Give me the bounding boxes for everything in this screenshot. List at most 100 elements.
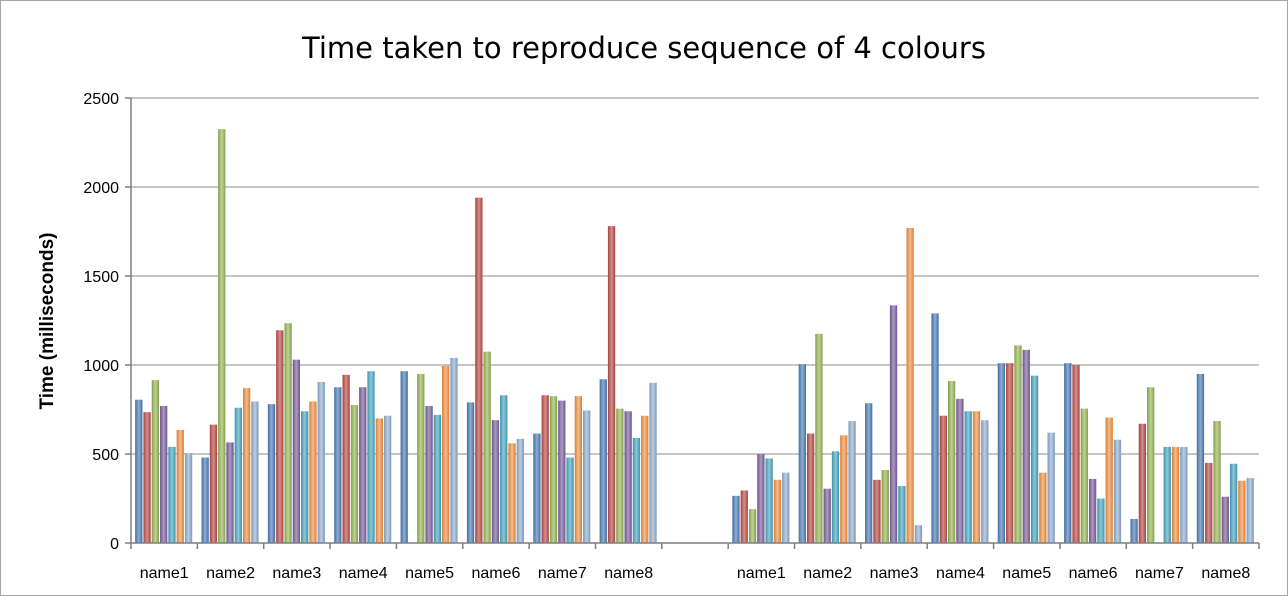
y-tick-label: 1000	[83, 358, 119, 375]
bar-g1-name2-s5	[234, 407, 242, 543]
bar-g1-name6-s6	[508, 443, 516, 543]
x-category-label: name8	[1201, 565, 1250, 582]
bar-g1-name4-s6	[375, 418, 383, 543]
bar-g2-name4-s5	[964, 411, 972, 543]
bar-g2-name8-s1	[1196, 373, 1205, 543]
bar-g2-name4-s3	[947, 381, 956, 543]
bar-g2-name4-s4	[956, 398, 964, 543]
bar-g2-name5-s3	[1014, 345, 1022, 543]
bar-g1-name1-s4	[160, 405, 168, 543]
x-category-label: name1	[737, 565, 786, 582]
bar-g1-name7-s3	[549, 396, 558, 543]
bar-g1-name3-s6	[309, 401, 317, 543]
bar-g1-name8-s3	[616, 408, 624, 543]
chart-title: Time taken to reproduce sequence of 4 co…	[301, 31, 986, 65]
bar-g2-name8-s5	[1229, 463, 1238, 543]
bar-g2-name2-s7	[848, 421, 856, 543]
bar-g1-name3-s5	[301, 411, 309, 543]
bar-g1-name1-s2	[143, 412, 151, 543]
bar-g2-name3-s4	[889, 305, 898, 543]
bar-g1-name2-s1	[201, 457, 209, 543]
bar-g2-name7-s7	[1180, 446, 1188, 543]
bar-g2-name3-s2	[873, 479, 881, 543]
bar-g1-name4-s5	[367, 371, 375, 543]
bar-g2-name2-s3	[815, 333, 823, 543]
bar-g2-name8-s6	[1238, 480, 1246, 543]
y-tick-label: 1500	[83, 269, 119, 286]
bar-g1-name5-s6	[442, 365, 450, 543]
bar-g2-name1-s1	[732, 495, 740, 543]
x-category-label: name3	[870, 565, 919, 582]
bar-g1-name7-s2	[541, 395, 549, 543]
bar-g2-name5-s6	[1039, 472, 1047, 543]
x-category-label: name2	[803, 565, 852, 582]
bar-g1-name5-s4	[425, 405, 433, 543]
bar-g1-name5-s5	[433, 414, 442, 543]
x-category-label: name5	[405, 565, 454, 582]
bar-g2-name6-s1	[1064, 363, 1072, 543]
y-tick-label: 2000	[83, 180, 119, 197]
bar-g1-name6-s1	[466, 402, 475, 543]
bar-g2-name8-s7	[1246, 478, 1254, 543]
bar-g2-name2-s5	[831, 451, 840, 543]
bar-g1-name4-s2	[342, 374, 350, 543]
bar-g2-name7-s3	[1147, 387, 1155, 543]
x-category-label: name8	[604, 565, 653, 582]
bar-g2-name7-s5	[1163, 446, 1171, 543]
bar-g2-name6-s7	[1113, 439, 1122, 543]
bar-series	[135, 129, 1254, 543]
bar-g1-name8-s5	[632, 437, 641, 543]
bar-g2-name8-s3	[1213, 421, 1221, 543]
bar-g2-name2-s4	[823, 488, 831, 543]
bar-g1-name6-s7	[516, 438, 524, 543]
bar-g2-name8-s4	[1221, 496, 1229, 543]
bar-g1-name1-s1	[135, 399, 143, 543]
bar-g1-name7-s4	[558, 400, 566, 543]
bar-g1-name2-s4	[226, 442, 234, 543]
x-category-label: name3	[272, 565, 321, 582]
bar-g2-name2-s6	[840, 435, 848, 543]
axes	[130, 98, 1260, 549]
y-axis-label: Time (milliseconds)	[37, 232, 58, 409]
bar-g1-name7-s5	[566, 457, 574, 543]
bar-g1-name2-s6	[242, 388, 251, 543]
bar-g1-name5-s7	[450, 357, 458, 543]
tick-labels: 0 500 1000 1500 2000 2500 name1 name2 name3 name4…	[83, 91, 1250, 582]
bar-g2-name1-s5	[765, 458, 773, 543]
bar-g1-name6-s5	[500, 395, 508, 543]
bar-g2-name5-s2	[1006, 363, 1014, 543]
bar-g2-name7-s1	[1130, 518, 1138, 543]
bar-g1-name3-s1	[267, 404, 276, 543]
bar-g1-name8-s4	[624, 411, 632, 543]
bar-g2-name2-s2	[806, 433, 815, 543]
bar-g2-name5-s7	[1047, 432, 1055, 543]
bar-g1-name3-s7	[317, 381, 325, 543]
x-category-label: name6	[471, 565, 520, 582]
bar-g1-name4-s3	[350, 405, 359, 543]
bar-g2-name3-s1	[865, 403, 873, 543]
bar-g2-name1-s4	[757, 454, 765, 543]
bar-g2-name4-s6	[972, 411, 981, 543]
bar-g1-name6-s4	[491, 420, 500, 543]
bar-g1-name1-s7	[184, 453, 193, 543]
bar-g1-name7-s1	[533, 433, 541, 543]
y-tick-label: 2500	[83, 91, 119, 108]
bar-g1-name2-s7	[251, 401, 259, 543]
bar-g1-name6-s3	[483, 351, 491, 543]
x-category-label: name1	[140, 565, 189, 582]
bar-g1-name8-s7	[649, 382, 657, 543]
bar-g2-name7-s2	[1138, 423, 1147, 543]
bar-g1-name2-s3	[218, 129, 226, 543]
bar-g2-name6-s3	[1080, 408, 1088, 543]
bar-g1-name4-s4	[359, 387, 367, 543]
bar-g1-name4-s1	[334, 387, 342, 543]
bar-g1-name4-s7	[383, 415, 392, 543]
y-tick-label: 0	[110, 536, 119, 553]
bar-g1-name5-s1	[400, 371, 408, 543]
bar-g2-name5-s1	[997, 363, 1006, 543]
bar-g2-name6-s6	[1105, 417, 1113, 543]
bar-g1-name1-s5	[168, 446, 176, 543]
x-category-label: name4	[936, 565, 985, 582]
bar-g1-name3-s4	[292, 359, 301, 543]
